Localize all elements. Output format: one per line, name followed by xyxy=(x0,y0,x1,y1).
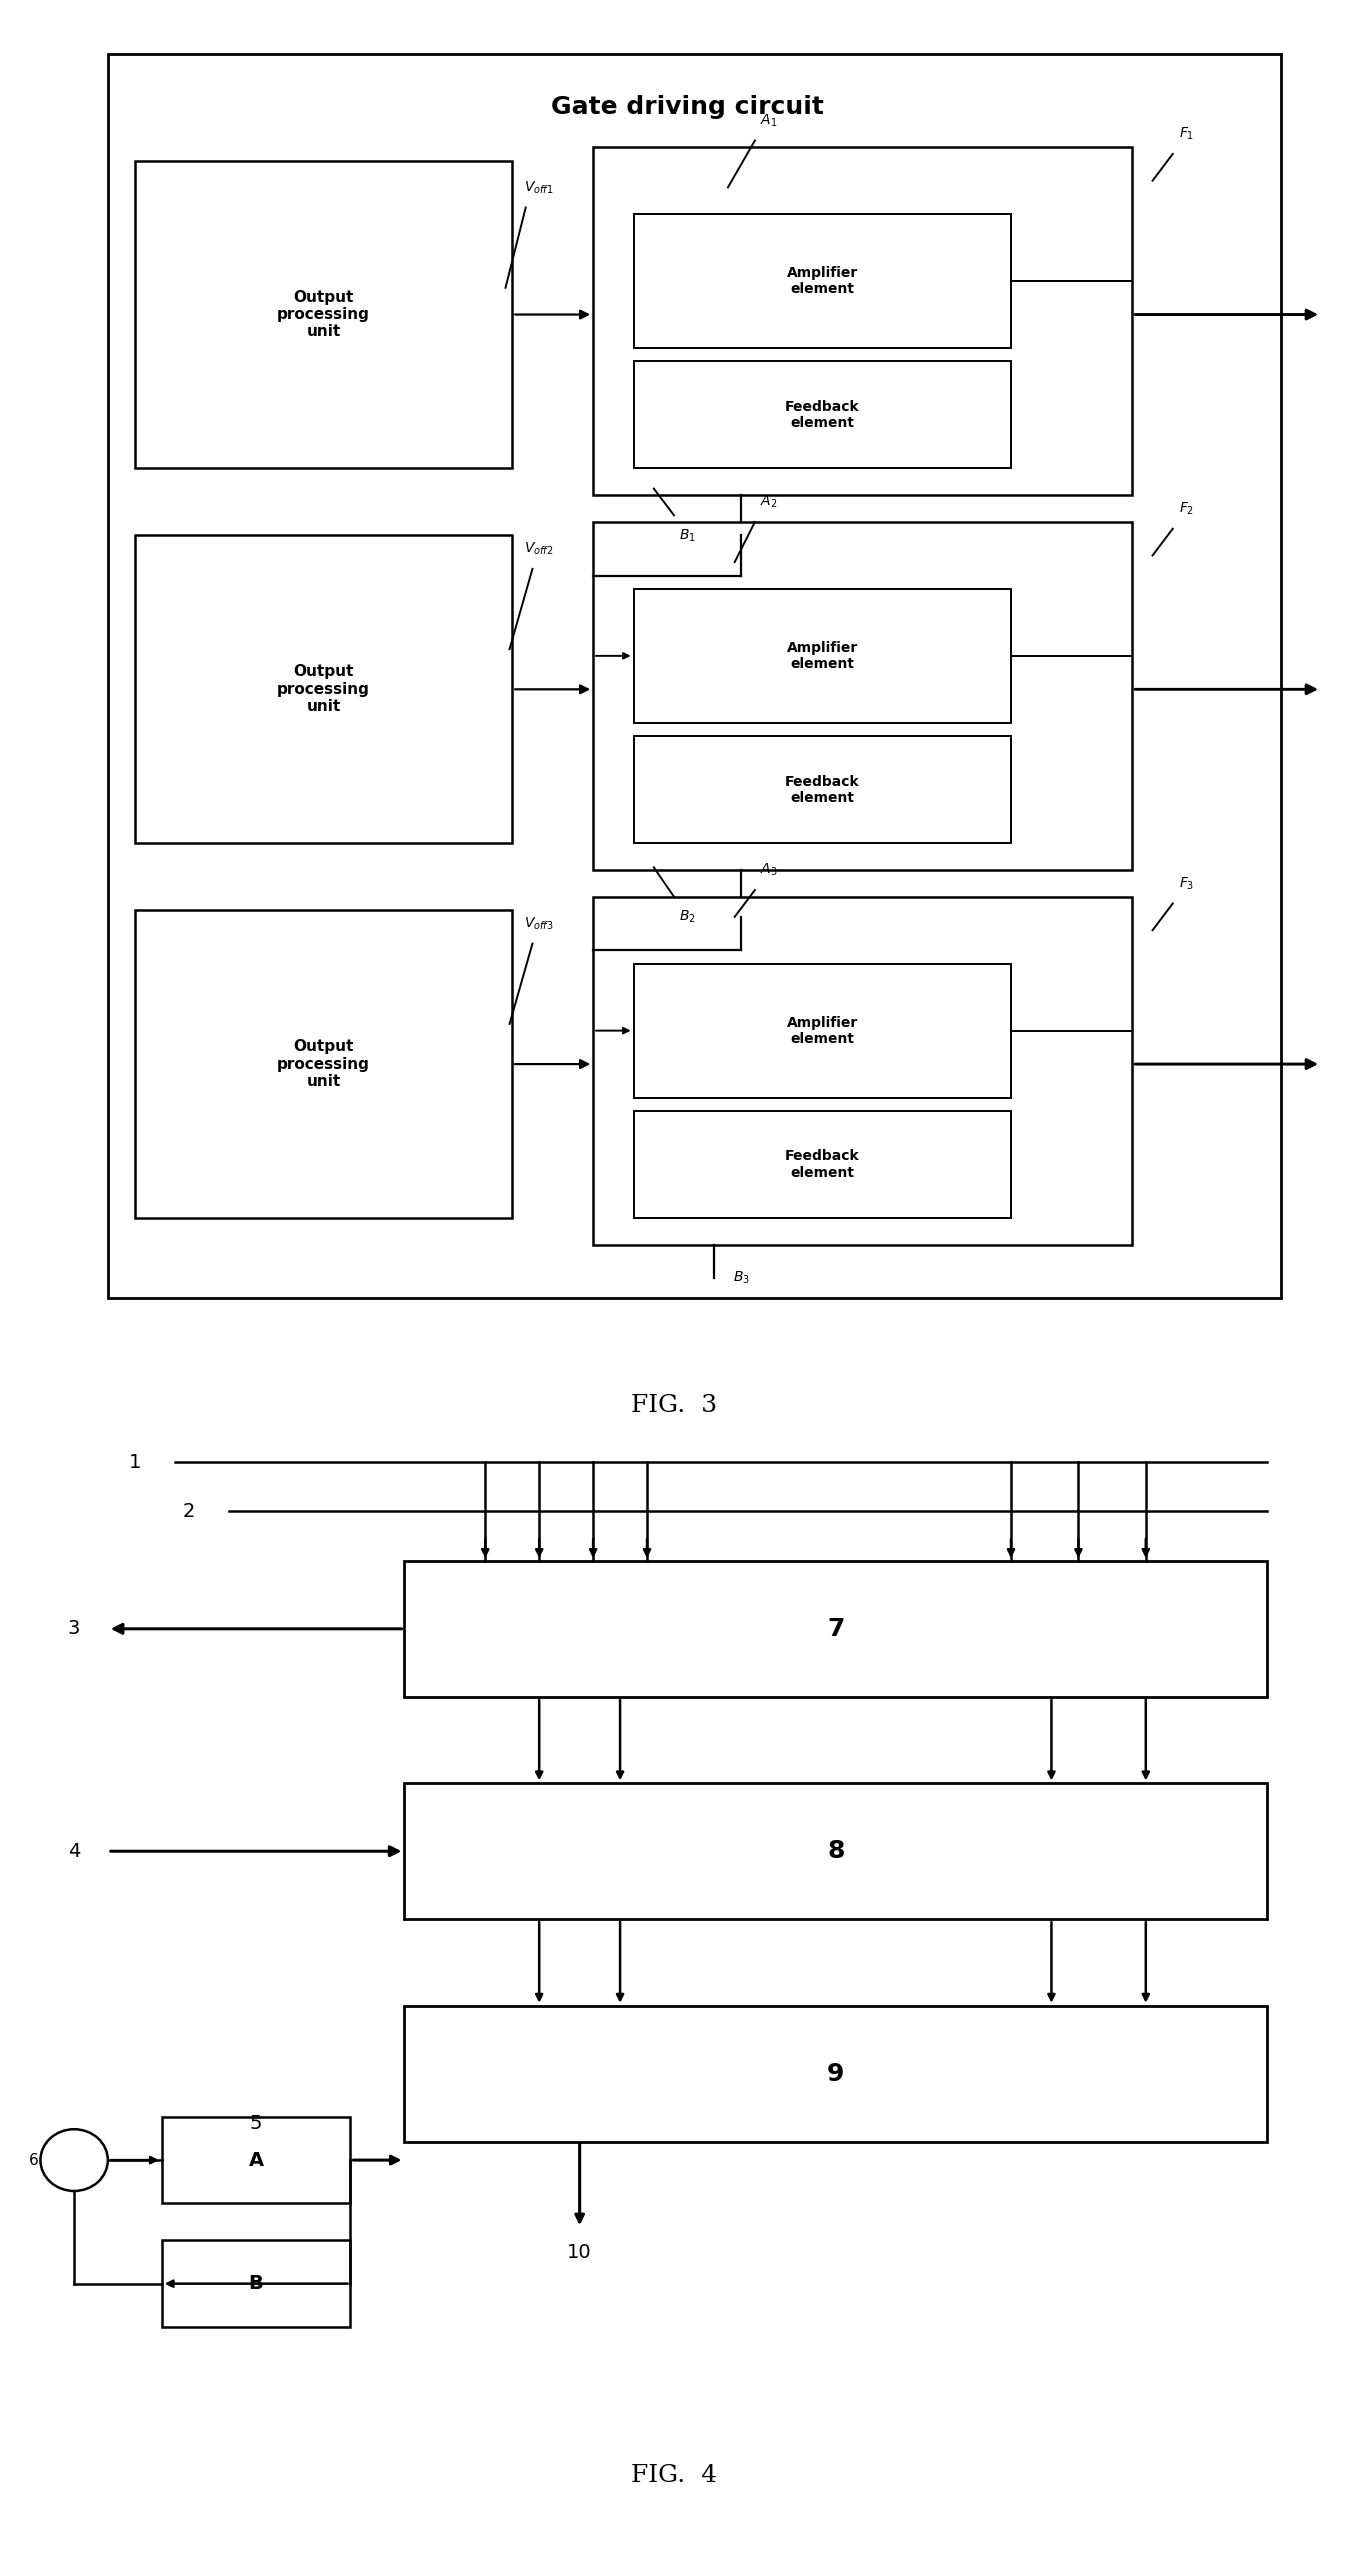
Text: 8: 8 xyxy=(828,1840,844,1864)
Text: Feedback
element: Feedback element xyxy=(785,1151,860,1179)
Bar xyxy=(404,1560,1267,1696)
Bar xyxy=(593,147,1132,494)
Bar xyxy=(634,589,1011,723)
Bar xyxy=(634,214,1011,347)
Bar xyxy=(634,736,1011,844)
Bar xyxy=(593,523,1132,870)
Text: 3: 3 xyxy=(67,1619,81,1637)
Bar xyxy=(404,1784,1267,1920)
Text: 7: 7 xyxy=(828,1616,844,1640)
Text: $V_{off1}$: $V_{off1}$ xyxy=(524,180,554,196)
Text: 1: 1 xyxy=(128,1452,142,1472)
Text: Output
processing
unit: Output processing unit xyxy=(278,1040,369,1089)
Text: $A_2$: $A_2$ xyxy=(760,494,776,510)
Text: FIG.  3: FIG. 3 xyxy=(631,1395,717,1416)
Text: 6: 6 xyxy=(28,2152,39,2167)
Bar xyxy=(634,963,1011,1097)
Text: $A_1$: $A_1$ xyxy=(760,113,776,129)
Text: B: B xyxy=(249,2275,263,2293)
Bar xyxy=(135,911,512,1218)
Text: FIG.  4: FIG. 4 xyxy=(631,2463,717,2486)
Text: $V_{off2}$: $V_{off2}$ xyxy=(524,541,554,556)
Bar xyxy=(135,535,512,844)
Text: Feedback
element: Feedback element xyxy=(785,399,860,430)
Text: $B_2$: $B_2$ xyxy=(679,909,696,924)
Text: $V_{off3}$: $V_{off3}$ xyxy=(524,916,554,932)
Text: $F_1$: $F_1$ xyxy=(1178,126,1194,142)
Bar xyxy=(404,2005,1267,2142)
Text: Gate driving circuit: Gate driving circuit xyxy=(551,95,824,118)
Text: Amplifier
element: Amplifier element xyxy=(787,265,857,296)
Bar xyxy=(135,160,512,468)
Text: A: A xyxy=(248,2152,264,2170)
Bar xyxy=(162,2116,350,2203)
Text: 2: 2 xyxy=(182,1503,195,1521)
Text: Amplifier
element: Amplifier element xyxy=(787,641,857,672)
Bar xyxy=(162,2239,350,2327)
Text: $A_3$: $A_3$ xyxy=(759,862,778,878)
Bar xyxy=(634,1112,1011,1218)
Text: Amplifier
element: Amplifier element xyxy=(787,1017,857,1045)
Text: 10: 10 xyxy=(568,2245,592,2263)
Text: Feedback
element: Feedback element xyxy=(785,775,860,806)
Text: $B_1$: $B_1$ xyxy=(679,528,696,543)
Text: $F_3$: $F_3$ xyxy=(1178,875,1194,891)
Text: $F_2$: $F_2$ xyxy=(1178,499,1194,517)
Text: 9: 9 xyxy=(828,2062,844,2085)
Bar xyxy=(593,896,1132,1246)
Text: Output
processing
unit: Output processing unit xyxy=(278,291,369,340)
Text: Output
processing
unit: Output processing unit xyxy=(278,664,369,713)
Text: $B_3$: $B_3$ xyxy=(733,1269,749,1287)
Text: 4: 4 xyxy=(67,1843,81,1861)
Text: 5: 5 xyxy=(249,2113,263,2131)
Bar xyxy=(634,360,1011,468)
Bar xyxy=(108,54,1281,1297)
